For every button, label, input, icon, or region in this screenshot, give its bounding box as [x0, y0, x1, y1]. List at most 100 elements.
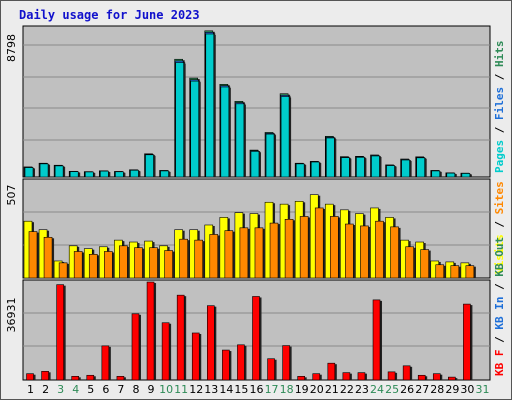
visits-sites-bar-shade — [202, 241, 205, 278]
visits-sites-bar-sites — [450, 265, 460, 279]
kb-bar-shade — [259, 297, 262, 380]
kb-bar-kb-f — [327, 362, 336, 381]
pages-files-hits-bar-shade — [454, 174, 457, 177]
visits-sites-bar-sites — [435, 264, 445, 279]
visits-sites-bar-shade — [413, 247, 416, 278]
visits-sites-bar-sites — [209, 234, 219, 279]
pages-files-hits-bar-pages — [220, 86, 230, 178]
visits-sites-bar-shade — [247, 228, 250, 278]
pages-files-hits-legend: Pages / Files / Hits — [493, 41, 506, 174]
visits-sites-bar-sites — [314, 207, 324, 279]
kb-bar-shade — [410, 366, 413, 380]
visits-sites-bar-shade — [262, 228, 265, 278]
visits-sites-legend: Visits / Sites — [493, 181, 506, 274]
pages-files-hits-bar-pages — [190, 80, 200, 178]
kb-bar-shade — [199, 333, 202, 380]
kb-bar-shade — [304, 377, 307, 380]
visits-sites-bar-sites — [73, 251, 83, 279]
kb-bar-shade — [123, 377, 126, 380]
pages-files-hits-max-label: 8798 — [5, 34, 18, 62]
pages-files-hits-bar-pages — [431, 170, 441, 178]
kb-bar-shade — [93, 376, 96, 380]
x-tick-label: 3 — [57, 383, 64, 396]
pages-files-hits-bar-shade — [274, 135, 277, 177]
x-tick-label: 30 — [460, 383, 474, 396]
pages-files-hits-bar-pages — [386, 165, 395, 178]
pages-files-hits-bar-shade — [334, 138, 337, 177]
pages-files-hits-bar-pages — [325, 137, 335, 178]
visits-sites-bar-sites — [43, 236, 53, 279]
x-tick-label: 19 — [295, 383, 309, 396]
x-tick-label: 18 — [280, 383, 294, 396]
x-tick-label: 20 — [310, 383, 324, 396]
pages-files-hits-bar-pages — [446, 172, 456, 178]
x-tick-label: 10 — [159, 383, 173, 396]
visits-sites-bar-sites — [119, 245, 128, 279]
pages-files-hits-bar-shade — [63, 166, 66, 177]
pages-files-hits-bar-pages — [39, 163, 49, 178]
pages-files-hits-bar-shade — [394, 166, 397, 177]
kb-bar-shade — [63, 285, 66, 380]
visits-sites-bar-shade — [368, 226, 371, 278]
visits-sites-bar-sites — [375, 220, 384, 279]
kb-bar-kb-f — [402, 365, 411, 381]
pages-files-hits-bar-shade — [424, 158, 427, 177]
x-tick-label: 13 — [204, 383, 218, 396]
visits-sites-bar-sites — [299, 216, 309, 279]
visits-sites-bar-sites — [254, 227, 264, 279]
kb-bar-shade — [425, 376, 428, 380]
pages-files-hits-bar-pages — [310, 161, 320, 178]
visits-sites-bar-sites — [164, 250, 173, 279]
kb-bar-shade — [470, 305, 473, 380]
x-tick-label: 15 — [234, 383, 248, 396]
visits-sites-bar-sites — [465, 265, 475, 279]
visits-sites-bar-shade — [142, 248, 145, 278]
visits-sites-bar-sites — [224, 230, 234, 279]
x-tick-label: 12 — [189, 383, 203, 396]
pages-files-hits-bar-shade — [213, 35, 216, 178]
kb-bar-shade — [244, 345, 247, 380]
kb-bar-shade — [108, 346, 111, 380]
x-tick-label: 28 — [430, 383, 444, 396]
kb-bar-shade — [33, 374, 36, 380]
visits-sites-bar-sites — [284, 219, 294, 279]
pages-files-hits-bar-pages — [54, 165, 64, 178]
kb-bar-shade — [289, 346, 292, 380]
kb-bar-shade — [364, 373, 367, 380]
kb-bar-kb-f — [26, 373, 34, 381]
pages-files-hits-bar-shade — [228, 88, 231, 177]
legend-entry: KB Out — [493, 237, 506, 277]
pages-files-hits-bar-pages — [371, 155, 380, 178]
visits-sites-bar-sites — [420, 249, 429, 279]
pages-files-hits-bar-pages — [175, 62, 184, 178]
legend-entry: Files — [493, 87, 506, 120]
kb-bar-kb-f — [342, 372, 351, 381]
pages-files-hits-bar-shade — [469, 174, 472, 177]
pages-files-hits-bar-shade — [379, 156, 382, 177]
pages-files-hits-bar-shade — [123, 172, 126, 177]
legend-entry: Sites — [493, 181, 506, 214]
x-tick-label: 7 — [117, 383, 124, 396]
kb-bar-shade — [169, 323, 172, 380]
kb-legend: KB F / KB In / KB Out — [493, 237, 506, 376]
kb-bar-kb-f — [191, 332, 200, 381]
legend-entry: KB In — [493, 297, 506, 330]
x-tick-label: 24 — [370, 383, 384, 396]
kb-bar-shade — [274, 359, 277, 380]
pages-files-hits-bar-pages — [160, 170, 169, 178]
kb-bar-shade — [349, 373, 352, 380]
pages-files-hits-bar-pages — [295, 163, 305, 178]
kb-bar-kb-f — [41, 371, 49, 381]
pages-files-hits-bar-shade — [409, 161, 412, 177]
visits-sites-bar-shade — [172, 251, 175, 278]
legend-entry: / — [493, 214, 506, 234]
pages-files-hits-bar-pages — [100, 170, 109, 178]
kb-bar-kb-f — [387, 371, 396, 381]
pages-files-hits-bar-pages — [205, 33, 215, 178]
visits-sites-bar-shade — [338, 217, 341, 278]
kb-bar-shade — [440, 374, 443, 380]
x-tick-label: 31 — [475, 383, 489, 396]
legend-entry: / — [493, 120, 506, 140]
kb-bar-kb-f — [161, 322, 170, 381]
